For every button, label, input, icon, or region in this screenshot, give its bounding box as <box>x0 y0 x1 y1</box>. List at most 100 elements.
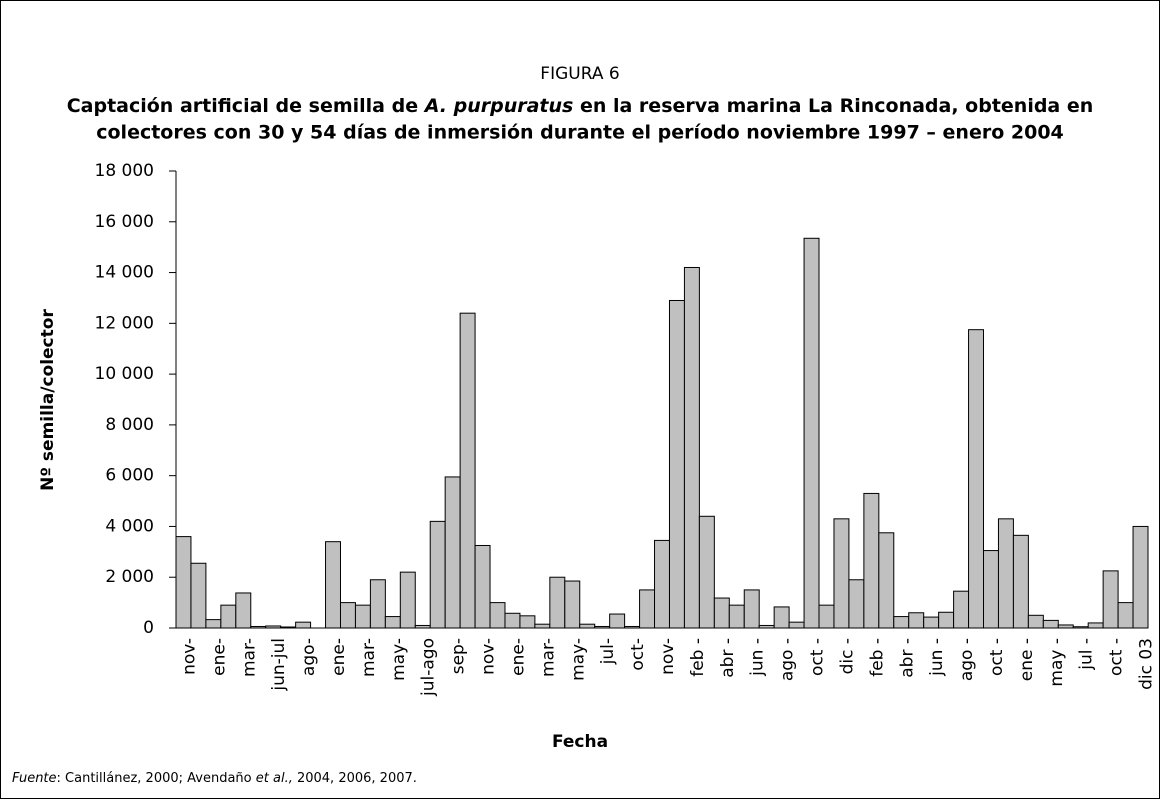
bar <box>549 576 566 629</box>
x-tick-label: nov- <box>479 638 499 675</box>
x-tick-label: ago- <box>299 638 319 676</box>
bar <box>938 611 955 629</box>
bar <box>325 541 341 629</box>
x-tick-label: oct - <box>808 638 828 676</box>
source-part: et al., <box>256 771 293 786</box>
x-tick-label: oct - <box>1107 638 1127 676</box>
bar <box>788 621 805 629</box>
bar <box>997 518 1014 629</box>
x-tick-label: jun - <box>748 638 768 677</box>
bar <box>773 606 790 629</box>
bar <box>668 299 685 629</box>
y-tick-label: 8 000 <box>105 415 154 435</box>
y-tick-label: 10 000 <box>95 364 154 384</box>
bar <box>983 550 999 629</box>
x-tick-label: jul - <box>1077 638 1097 671</box>
x-tick-label: nov- <box>658 638 678 675</box>
bar <box>923 616 940 629</box>
x-tick-label: jul-ago <box>419 638 439 697</box>
x-tick-label: jun-jul <box>269 638 289 692</box>
x-tick-label: ene- <box>329 638 349 676</box>
bar <box>878 532 895 629</box>
source-part: : Cantillánez, 2000; Avendaño <box>57 771 256 786</box>
bar <box>833 518 850 629</box>
bar <box>175 536 192 629</box>
x-tick-label: may- <box>568 638 588 681</box>
x-tick-label: ene - <box>1017 638 1037 681</box>
bar <box>639 589 656 629</box>
source: Fuente: Cantillánez, 2000; Avendaño et a… <box>12 771 417 786</box>
y-tick-label: 0 <box>143 618 154 638</box>
y-tick-label: 4 000 <box>105 516 154 536</box>
x-tick-label: mar- <box>239 638 259 677</box>
x-tick-label: feb - <box>688 638 708 677</box>
source-part: 2004, 2006, 2007. <box>293 771 417 786</box>
bar <box>654 539 670 629</box>
x-tick-label: may- <box>389 638 409 681</box>
x-tick-label: ago - <box>778 638 798 681</box>
y-tick-label: 16 000 <box>95 212 154 232</box>
x-tick-label: ene- <box>209 638 229 676</box>
subtitle-part: Captación artificial de semilla de <box>67 95 425 117</box>
bar <box>713 597 730 629</box>
bar <box>205 619 222 629</box>
x-tick-label: abr - <box>897 638 917 678</box>
y-tick-label: 2 000 <box>105 567 154 587</box>
chart-title: FIGURA 6 <box>540 64 619 84</box>
bar <box>519 615 536 629</box>
x-tick-label: jun - <box>927 638 947 677</box>
bar <box>220 604 237 629</box>
bar <box>235 592 252 629</box>
bar <box>743 589 760 629</box>
y-tick-label: 18 000 <box>95 161 154 181</box>
bar <box>1087 622 1104 629</box>
x-tick-label: oct- <box>628 638 648 671</box>
bar <box>698 515 715 629</box>
bar <box>609 613 626 629</box>
x-tick-label: may - <box>1047 638 1067 687</box>
y-tick-label: 14 000 <box>95 263 154 283</box>
bar <box>564 580 581 629</box>
x-tick-label: mar- <box>538 638 558 677</box>
x-tick-label: ene- <box>508 638 528 676</box>
y-axis-label: Nº semilla/colector <box>38 309 58 491</box>
bar <box>683 266 700 629</box>
bar <box>489 602 506 629</box>
bar <box>579 623 596 629</box>
x-tick-label: sep- <box>449 638 469 674</box>
chart-subtitle: Captación artificial de semilla de A. pu… <box>67 95 1094 117</box>
bar <box>803 237 820 629</box>
x-tick-label: mar- <box>359 638 379 677</box>
bar <box>444 476 461 629</box>
bar <box>339 602 356 629</box>
y-tick-label: 6 000 <box>105 466 154 486</box>
bar <box>1042 619 1059 629</box>
x-tick-label: feb - <box>867 638 887 677</box>
bar <box>534 623 551 629</box>
bar <box>863 492 880 629</box>
x-tick-label: dic 03 <box>1137 638 1157 690</box>
bar <box>728 604 745 629</box>
chart-subtitle: colectores con 30 y 54 días de inmersión… <box>96 122 1064 144</box>
source-part: Fuente <box>12 771 57 786</box>
bar <box>908 612 925 629</box>
bar <box>384 616 401 629</box>
subtitle-part: A. purpuratus <box>423 95 574 117</box>
bar <box>893 616 910 629</box>
x-axis-label: Fecha <box>552 732 608 752</box>
bar <box>504 612 521 629</box>
bar <box>190 562 207 629</box>
bar <box>399 571 416 629</box>
bar <box>953 590 970 629</box>
bar <box>354 604 371 629</box>
x-tick-label: nov- <box>179 638 199 675</box>
x-tick-label: abr - <box>718 638 738 678</box>
bar <box>1102 570 1119 629</box>
bar <box>459 312 476 629</box>
subtitle-part: en la reserva marina La Rinconada, obten… <box>573 95 1093 117</box>
bar <box>1132 525 1149 629</box>
y-tick-label: 12 000 <box>95 313 154 333</box>
bar <box>1012 534 1029 629</box>
